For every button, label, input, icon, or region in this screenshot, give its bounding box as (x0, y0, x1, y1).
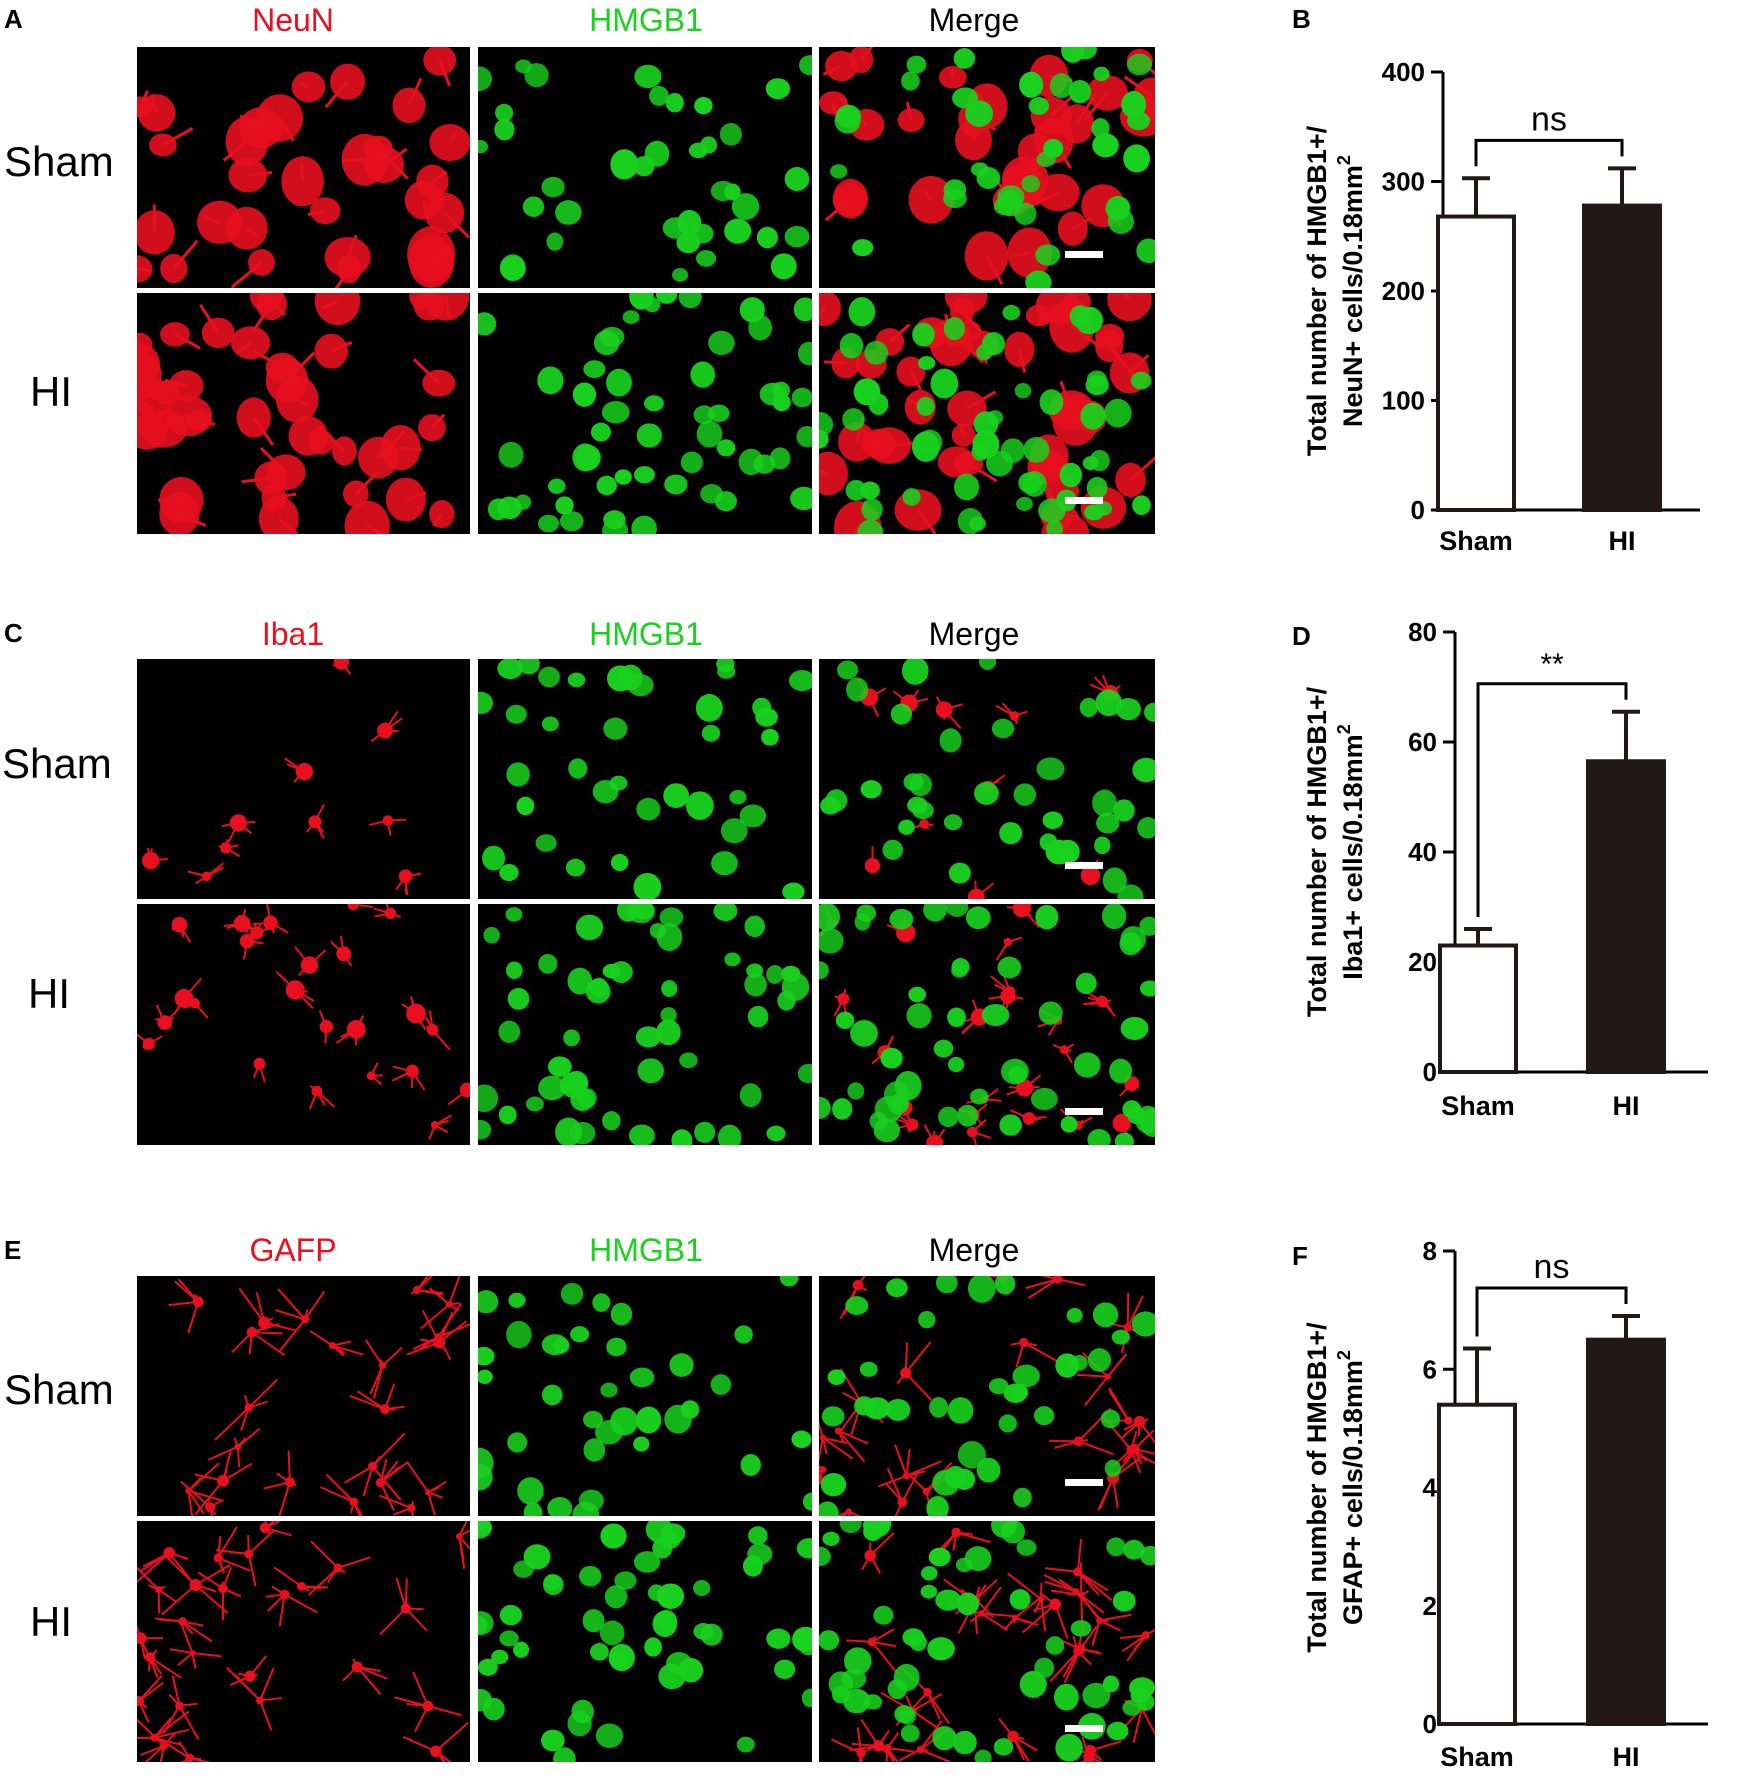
micrograph-merge-hi (819, 293, 1155, 534)
row-label-sham: Sham (2, 740, 112, 787)
micrograph-hmgb1-hi (478, 1521, 812, 1762)
micrograph-merge-sham (819, 659, 1155, 899)
significance-bracket (1476, 682, 1628, 917)
svg-text:Total number of HMGB1+/: Total number of HMGB1+/ (1302, 125, 1332, 456)
y-tick-label: 0 (1423, 1709, 1437, 1739)
column-title-hmgb1: HMGB1 (589, 2, 703, 38)
significance-bracket (1475, 1286, 1628, 1337)
micrograph-iba1-hi (137, 904, 470, 1145)
micrograph-gafp-hi (137, 1521, 470, 1762)
y-axis-label: Total number of HMGB1+/NeuN+ cells/0.18m… (1302, 125, 1368, 456)
svg-text:GFAP+ cells/0.18mm2: GFAP+ cells/0.18mm2 (1334, 1350, 1368, 1625)
panel-letter-d: D (1292, 621, 1311, 651)
micrograph-hmgb1-hi (478, 904, 812, 1145)
y-tick-label: 0 (1423, 1057, 1437, 1087)
bar-chart-d: 0 20 40 60 80 Sham HI ** Total number of HMGB1+/… (1302, 617, 1708, 1121)
significance-label: ** (1540, 648, 1564, 681)
row-label-hi: HI (30, 368, 72, 415)
panel-letter-b: B (1292, 4, 1311, 34)
micrograph-iba1-sham (137, 659, 470, 899)
micrograph-merge-hi (819, 904, 1155, 1145)
y-tick-label: 300 (1382, 167, 1425, 197)
x-tick-label: HI (1609, 526, 1636, 556)
bar-chart-b: 0 100 200 300 400 Sham HI ns Total number of HMG… (1302, 57, 1700, 556)
svg-text:NeuN+ cells/0.18mm2: NeuN+ cells/0.18mm2 (1334, 155, 1368, 427)
bar-chart-f: 0 2 4 6 8 Sham HI ns Total number of HMGB1+/GFAP… (1302, 1236, 1708, 1772)
micrograph-neun-sham (137, 47, 470, 288)
y-axis-label: Total number of HMGB1+/Iba1+ cells/0.18m… (1302, 686, 1368, 1017)
row-label-hi: HI (28, 970, 70, 1017)
micrograph-gafp-sham (137, 1276, 470, 1516)
row-label-hi: HI (30, 1598, 72, 1645)
significance-bracket (1474, 138, 1624, 167)
column-title-hmgb1: HMGB1 (589, 1232, 703, 1268)
micrograph-neun-hi (137, 293, 470, 534)
panel-letter-f: F (1292, 1241, 1308, 1271)
x-tick-label: Sham (1440, 1742, 1514, 1772)
column-title-iba1: Iba1 (261, 616, 325, 652)
significance-label: ns (1534, 1248, 1570, 1286)
bar-sham (1437, 1402, 1517, 1726)
scale-bar (1065, 251, 1103, 258)
panel-letter-c: C (4, 618, 23, 648)
y-tick-label: 2 (1423, 1591, 1437, 1621)
column-title-merge: Merge (928, 616, 1020, 652)
y-tick-label: 6 (1423, 1354, 1437, 1384)
y-tick-label: 100 (1382, 386, 1425, 416)
panel-letter-a: A (4, 4, 23, 34)
column-title-merge: Merge (928, 1232, 1020, 1268)
bar-sham (1438, 943, 1518, 1074)
x-tick-label: HI (1613, 1091, 1640, 1121)
y-tick-label: 200 (1382, 276, 1425, 306)
column-title-merge: Merge (928, 2, 1020, 38)
y-tick-label: 60 (1408, 727, 1437, 757)
micrograph-merge-sham (819, 1276, 1155, 1516)
column-title-neun: NeuN (252, 2, 334, 38)
scale-bar (1065, 1479, 1103, 1486)
micrograph-hmgb1-sham (478, 1276, 812, 1516)
panel-letter-e: E (4, 1235, 22, 1265)
micrograph-merge-hi (819, 1521, 1155, 1762)
y-tick-label: 40 (1408, 837, 1437, 867)
x-tick-label: Sham (1439, 526, 1513, 556)
row-label-sham: Sham (4, 138, 114, 185)
svg-text:Total number of HMGB1+/: Total number of HMGB1+/ (1302, 1322, 1332, 1653)
y-tick-label: 20 (1408, 947, 1437, 977)
micrograph-hmgb1-sham (478, 659, 812, 899)
x-tick-label: Sham (1441, 1091, 1515, 1121)
scale-bar (1065, 1725, 1103, 1732)
y-tick-label: 8 (1423, 1236, 1437, 1266)
column-title-gafp: GAFP (249, 1232, 337, 1268)
svg-text:Iba1+ cells/0.18mm2: Iba1+ cells/0.18mm2 (1334, 724, 1368, 979)
y-tick-label: 400 (1382, 57, 1425, 87)
y-tick-label: 0 (1411, 495, 1425, 525)
scale-bar (1065, 1108, 1103, 1115)
svg-text:Total number of HMGB1+/: Total number of HMGB1+/ (1302, 686, 1332, 1017)
scale-bar (1065, 497, 1103, 504)
micrograph-merge-sham (819, 47, 1155, 288)
bar-sham (1436, 214, 1516, 512)
scale-bar (1065, 862, 1103, 869)
micrograph-hmgb1-hi (478, 293, 812, 534)
row-label-sham: Sham (4, 1366, 114, 1413)
y-tick-label: 80 (1408, 617, 1437, 647)
y-axis-label: Total number of HMGB1+/GFAP+ cells/0.18m… (1302, 1322, 1368, 1653)
significance-label: ns (1531, 100, 1567, 138)
y-tick-label: 4 (1423, 1473, 1438, 1503)
micrograph-hmgb1-sham (478, 47, 812, 288)
bar-hi (1586, 759, 1666, 1074)
bar-hi (1582, 203, 1662, 512)
column-title-hmgb1: HMGB1 (589, 616, 703, 652)
x-tick-label: HI (1613, 1742, 1640, 1772)
bar-hi (1586, 1337, 1666, 1726)
